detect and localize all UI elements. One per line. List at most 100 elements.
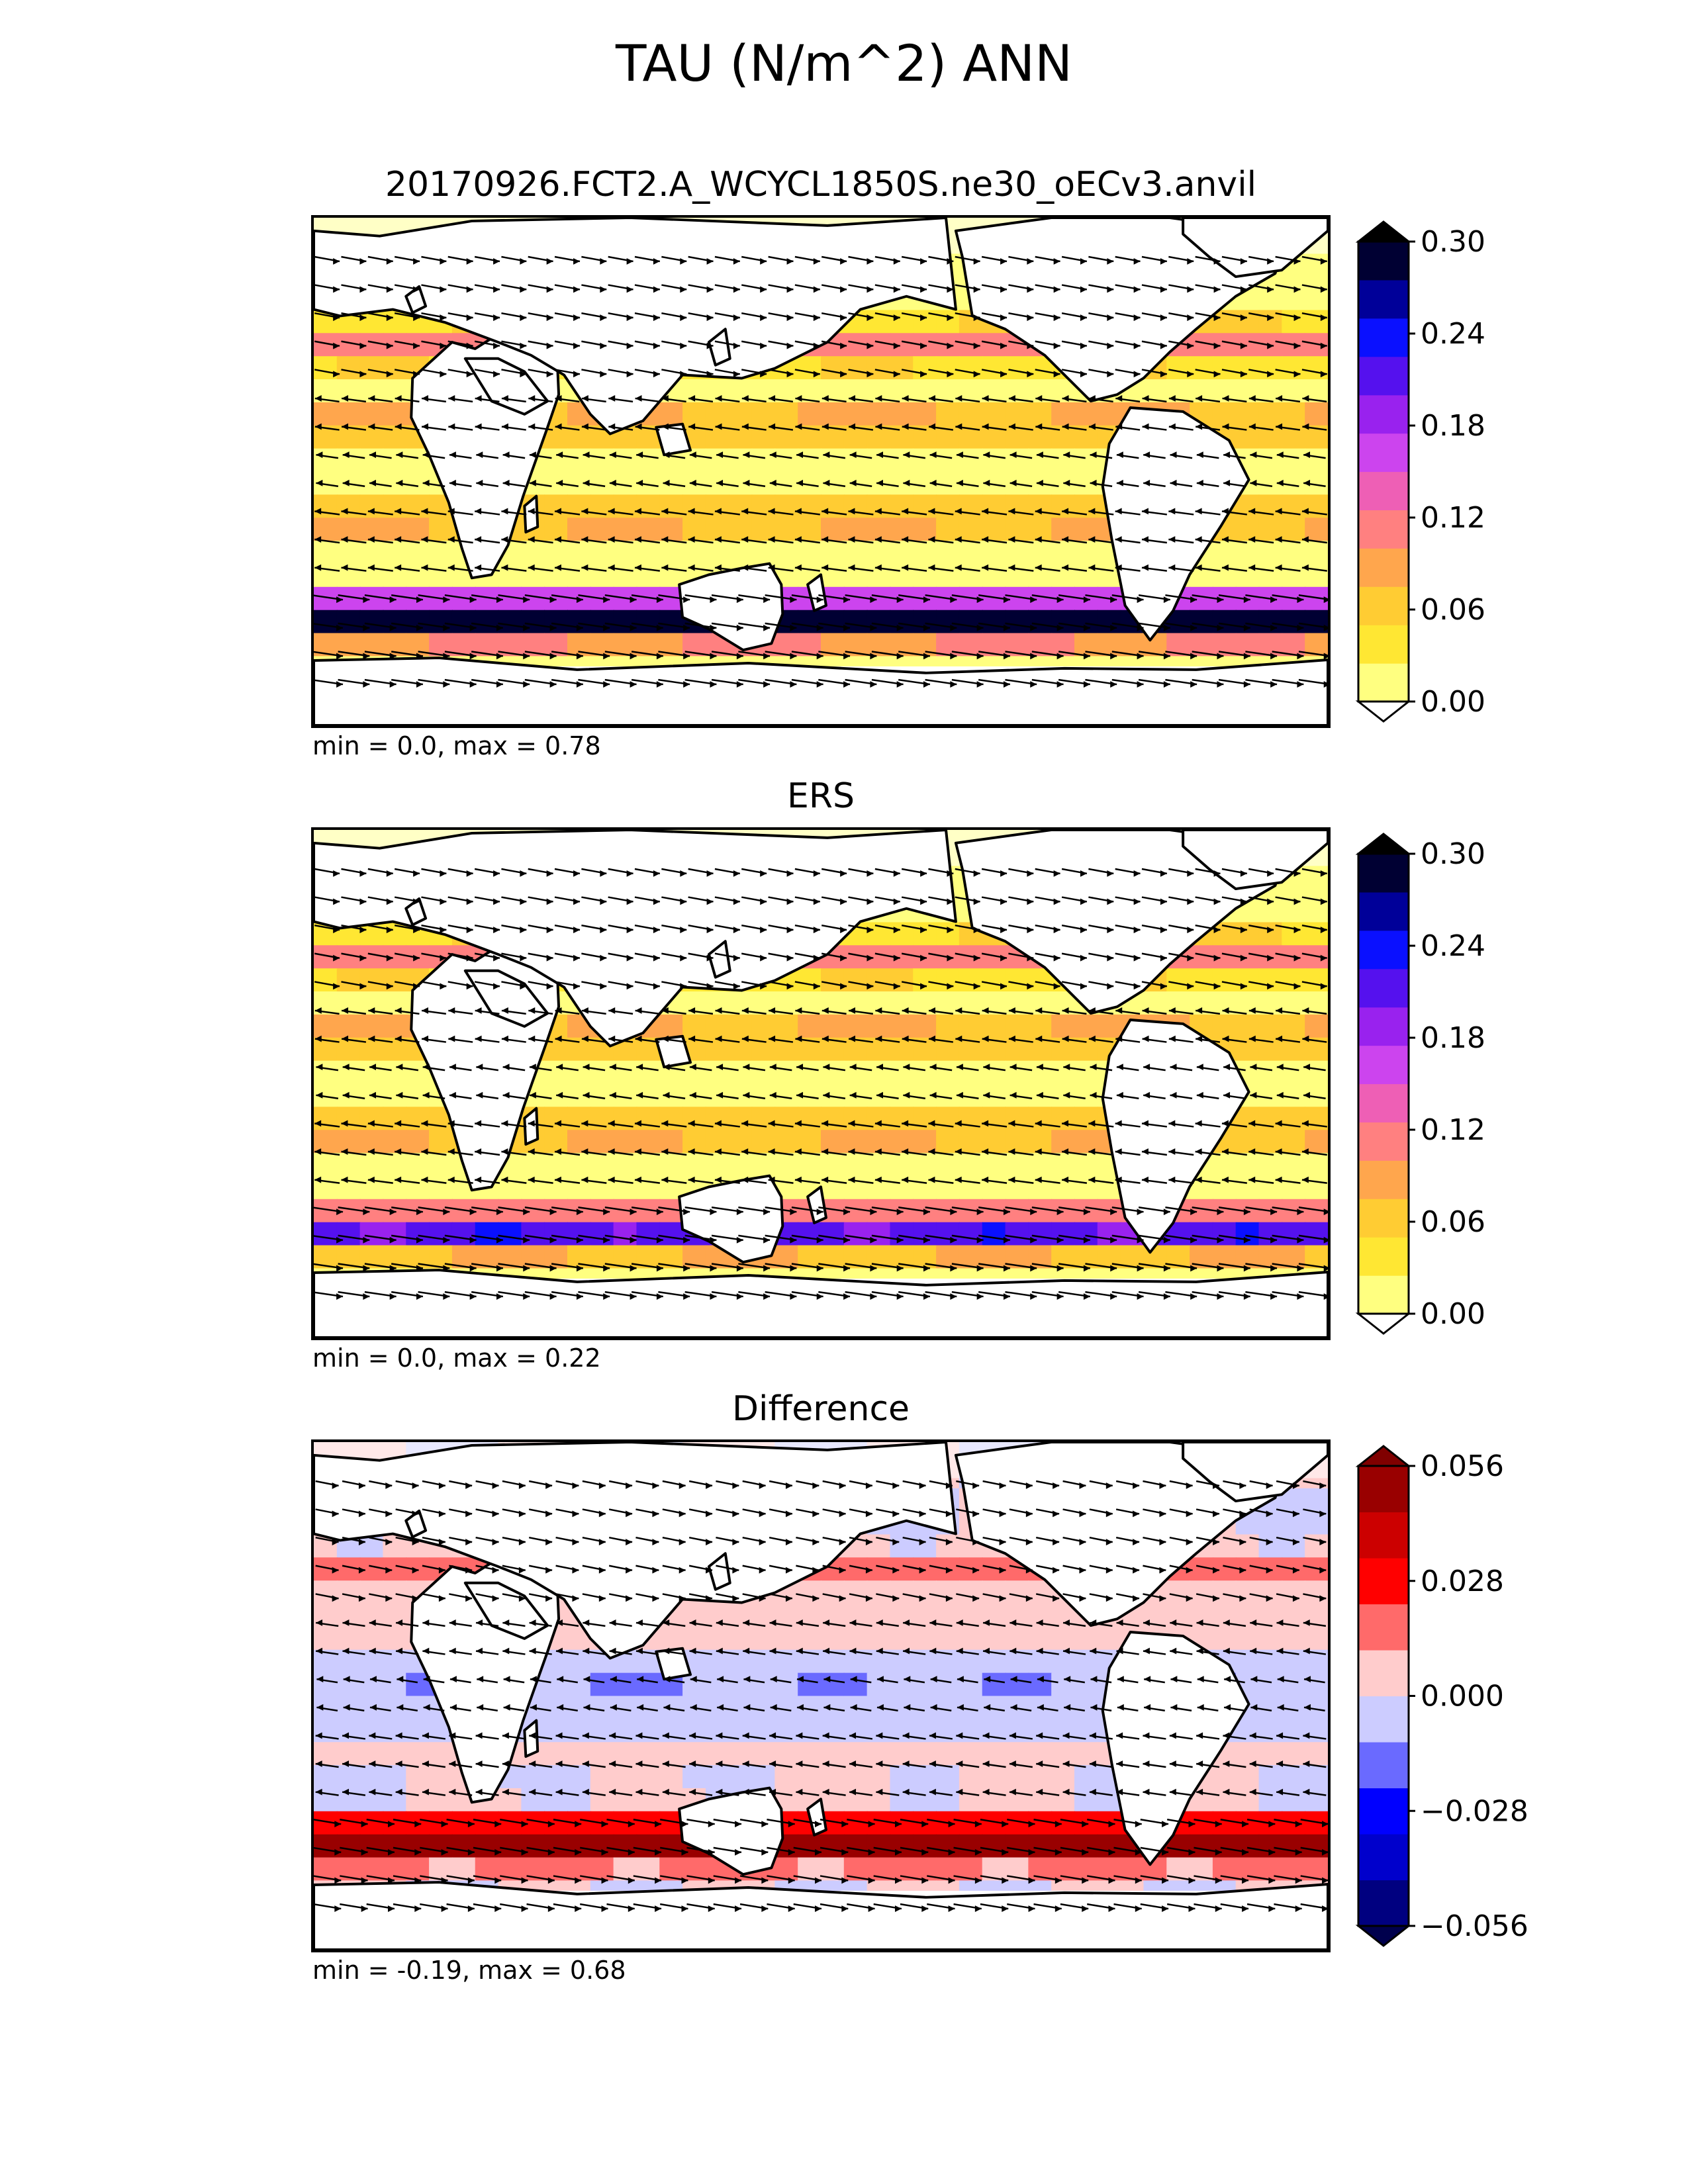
colorbar-swatch bbox=[1358, 1122, 1409, 1161]
landmass-nz bbox=[806, 573, 827, 612]
colorbar-tick-label: 0.24 bbox=[1421, 929, 1485, 963]
colorbar-swatch bbox=[1358, 318, 1409, 357]
colorbar-scale: 0.30 0.24 0.18 0.12 0.06 0.00 bbox=[1355, 220, 1485, 723]
landmass-japan bbox=[707, 1552, 731, 1591]
landmass-madagascar bbox=[523, 494, 539, 534]
landmass-borneo bbox=[655, 1647, 692, 1681]
colorbar-swatch bbox=[1358, 510, 1409, 549]
colorbar-swatch bbox=[1358, 663, 1409, 702]
colorbar-swatch bbox=[1358, 1275, 1409, 1314]
colorbar-tick-label: 0.24 bbox=[1421, 317, 1485, 351]
panel-obs-colorbar: 0.30 0.24 0.18 0.12 0.06 0.00 bbox=[1355, 833, 1485, 1335]
landmass-southamerica bbox=[1101, 1019, 1250, 1254]
colorbar-swatch bbox=[1358, 1083, 1409, 1122]
colorbar-extend-max bbox=[1355, 220, 1412, 243]
colorbar-tick-label: 0.18 bbox=[1421, 1021, 1485, 1055]
colorbar-swatch bbox=[1358, 1558, 1409, 1605]
colorbar-swatch bbox=[1358, 1237, 1409, 1276]
colorbar-swatch bbox=[1358, 625, 1409, 664]
colorbar-swatch bbox=[1358, 968, 1409, 1008]
panel-diff-colorbar: 0.056 0.028 0.000 −0.028 −0.056 bbox=[1355, 1445, 1528, 1947]
colorbar-extend-min bbox=[1355, 700, 1412, 723]
landmass-madagascar bbox=[523, 1107, 539, 1146]
colorbar-swatch bbox=[1358, 1880, 1409, 1927]
landmass-eurasia bbox=[314, 1442, 957, 1660]
landmass-borneo bbox=[655, 1034, 692, 1069]
colorbar-swatch bbox=[1358, 242, 1409, 281]
figure-title: TAU (N/m^2) ANN bbox=[616, 34, 1072, 93]
landmass-japan bbox=[707, 940, 731, 979]
landmass-southamerica bbox=[1101, 406, 1250, 642]
panel-diff-stats: min = -0.19, max = 0.68 bbox=[312, 1956, 626, 1985]
colorbar-tick-label: 0.12 bbox=[1421, 1113, 1485, 1147]
map-canvas bbox=[314, 218, 1328, 725]
landmass-antarctica bbox=[314, 1881, 1328, 1950]
panel-obs-map bbox=[311, 827, 1331, 1340]
colorbar-tick-label: 0.028 bbox=[1421, 1565, 1504, 1598]
panel-model-title: 20170926.FCT2.A_WCYCL1850S.ne30_oECv3.an… bbox=[385, 165, 1257, 205]
colorbar-tick-label: 0.00 bbox=[1421, 685, 1485, 719]
panel-model-stats: min = 0.0, max = 0.78 bbox=[312, 731, 601, 760]
colorbar-swatch bbox=[1358, 1650, 1409, 1697]
landmass-madagascar bbox=[523, 1719, 539, 1758]
colorbar-swatch bbox=[1358, 854, 1409, 893]
panel-obs-title: ERS bbox=[787, 776, 855, 816]
wind-stress-vectors bbox=[314, 1480, 1328, 1912]
map-canvas bbox=[314, 830, 1328, 1338]
colorbar-swatch bbox=[1358, 356, 1409, 396]
colorbar-swatch bbox=[1358, 1788, 1409, 1835]
colorbar-scale: 0.30 0.24 0.18 0.12 0.06 0.00 bbox=[1355, 833, 1485, 1335]
colorbar-tick-label: 0.30 bbox=[1421, 225, 1485, 259]
colorbar-swatch bbox=[1358, 1007, 1409, 1046]
coastlines bbox=[314, 218, 1328, 725]
colorbar-swatch bbox=[1358, 394, 1409, 434]
landmass-japan bbox=[707, 328, 731, 367]
colorbar-swatch bbox=[1358, 1512, 1409, 1559]
colorbar-swatch bbox=[1358, 548, 1409, 587]
panel-diff-title: Difference bbox=[731, 1389, 910, 1429]
colorbar-tick-label: 0.06 bbox=[1421, 1205, 1485, 1239]
landmass-eurasia bbox=[314, 218, 957, 435]
colorbar-swatch bbox=[1358, 1466, 1409, 1513]
colorbar-extend-max bbox=[1355, 1445, 1412, 1467]
landmass-eurasia bbox=[314, 830, 957, 1048]
coastlines bbox=[314, 830, 1328, 1338]
colorbar-swatch bbox=[1358, 1160, 1409, 1199]
colorbar-swatch bbox=[1358, 471, 1409, 510]
colorbar-tick-label: 0.000 bbox=[1421, 1680, 1504, 1713]
colorbar-swatch bbox=[1358, 1045, 1409, 1085]
landmass-nz bbox=[806, 1185, 827, 1224]
colorbar-extend-max bbox=[1355, 833, 1412, 855]
wind-stress-vectors bbox=[314, 255, 1328, 688]
colorbar-frame bbox=[1357, 852, 1410, 1315]
colorbar-tick-label: 0.00 bbox=[1421, 1297, 1485, 1331]
colorbar-swatch bbox=[1358, 891, 1409, 931]
colorbar-tick-label: 0.12 bbox=[1421, 501, 1485, 535]
colorbar-extend-min bbox=[1355, 1312, 1412, 1335]
colorbar-tick-label: −0.056 bbox=[1421, 1909, 1528, 1943]
colorbar-swatch bbox=[1358, 1696, 1409, 1743]
colorbar-swatch bbox=[1358, 1604, 1409, 1651]
colorbar-swatch bbox=[1358, 586, 1409, 625]
landmass-antarctica bbox=[314, 657, 1328, 725]
panel-diff-map bbox=[311, 1439, 1331, 1952]
colorbar-tick-label: 0.18 bbox=[1421, 409, 1485, 443]
colorbar-scale: 0.056 0.028 0.000 −0.028 −0.056 bbox=[1355, 1445, 1528, 1947]
colorbar-swatch bbox=[1358, 279, 1409, 319]
colorbar-swatch bbox=[1358, 433, 1409, 473]
colorbar-swatch bbox=[1358, 1834, 1409, 1881]
map-canvas bbox=[314, 1442, 1328, 1950]
colorbar-swatch bbox=[1358, 930, 1409, 970]
colorbar-swatch bbox=[1358, 1199, 1409, 1238]
colorbar-extend-min bbox=[1355, 1925, 1412, 1947]
panel-model-map bbox=[311, 215, 1331, 728]
landmass-southamerica bbox=[1101, 1631, 1250, 1866]
panel-obs-stats: min = 0.0, max = 0.22 bbox=[312, 1343, 601, 1373]
landmass-borneo bbox=[655, 422, 692, 457]
colorbar-tick-label: 0.056 bbox=[1421, 1449, 1504, 1483]
colorbar-frame bbox=[1357, 240, 1410, 703]
landmass-antarctica bbox=[314, 1269, 1328, 1338]
colorbar-tick-label: −0.028 bbox=[1421, 1794, 1528, 1828]
colorbar-tick-label: 0.30 bbox=[1421, 837, 1485, 871]
colorbar-swatch bbox=[1358, 1742, 1409, 1789]
